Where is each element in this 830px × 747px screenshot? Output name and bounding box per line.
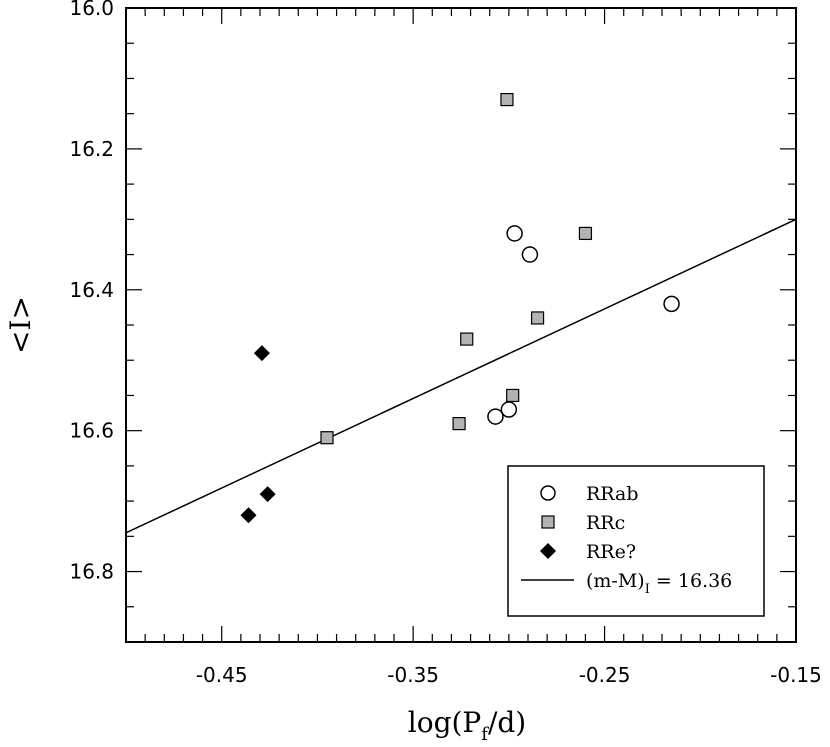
y-axis-title: <I>: [4, 296, 37, 354]
point-rrc: [578, 226, 593, 241]
y-tick-label: 16.6: [69, 419, 114, 443]
legend: RRab RRc RRe? (m-M)I = 16.36: [507, 465, 765, 617]
point-rrab: [521, 246, 539, 263]
x-tick-label: -0.35: [387, 663, 439, 687]
x-axis-title: log(Pf/d): [408, 706, 526, 745]
y-tick-label: 16.0: [69, 0, 114, 20]
legend-marker-rrc: [541, 515, 555, 529]
y-tick-labels: 16.0 16.2 16.4 16.6 16.8: [69, 0, 114, 584]
data-points: [240, 92, 680, 524]
point-rrc: [320, 431, 334, 445]
x-tick-label: -0.15: [770, 663, 822, 687]
point-rrc: [460, 332, 474, 346]
plot-frame: [125, 7, 797, 643]
x-tick-label: -0.25: [579, 663, 631, 687]
point-rre: [259, 486, 276, 503]
legend-label-rre: RRe?: [586, 541, 636, 563]
fit-line: [125, 218, 797, 534]
x-tick-labels: -0.45 -0.35 -0.25 -0.15: [196, 663, 822, 687]
point-rrc: [506, 388, 520, 403]
legend-label-rrc: RRc: [586, 512, 625, 534]
point-rrab: [500, 401, 518, 418]
legend-label-rrab: RRab: [586, 483, 639, 505]
axis-ticks: [125, 7, 797, 643]
legend-marker-rrab: [540, 485, 556, 501]
point-rrab: [487, 408, 504, 425]
point-rre: [240, 507, 257, 524]
legend-marker-rre: [540, 543, 556, 559]
point-rrc: [452, 417, 466, 431]
point-rre: [253, 345, 270, 362]
point-rrc: [500, 92, 514, 107]
y-tick-label: 16.2: [69, 137, 114, 161]
x-tick-label: -0.45: [196, 663, 248, 687]
y-tick-label: 16.8: [69, 560, 114, 584]
point-rrc: [530, 311, 545, 325]
legend-label-fit: (m-M)I = 16.36: [586, 570, 732, 597]
y-tick-label: 16.4: [69, 278, 114, 302]
point-rrab: [506, 225, 523, 242]
point-rrab: [663, 295, 680, 313]
fit-line-group: [125, 218, 797, 534]
